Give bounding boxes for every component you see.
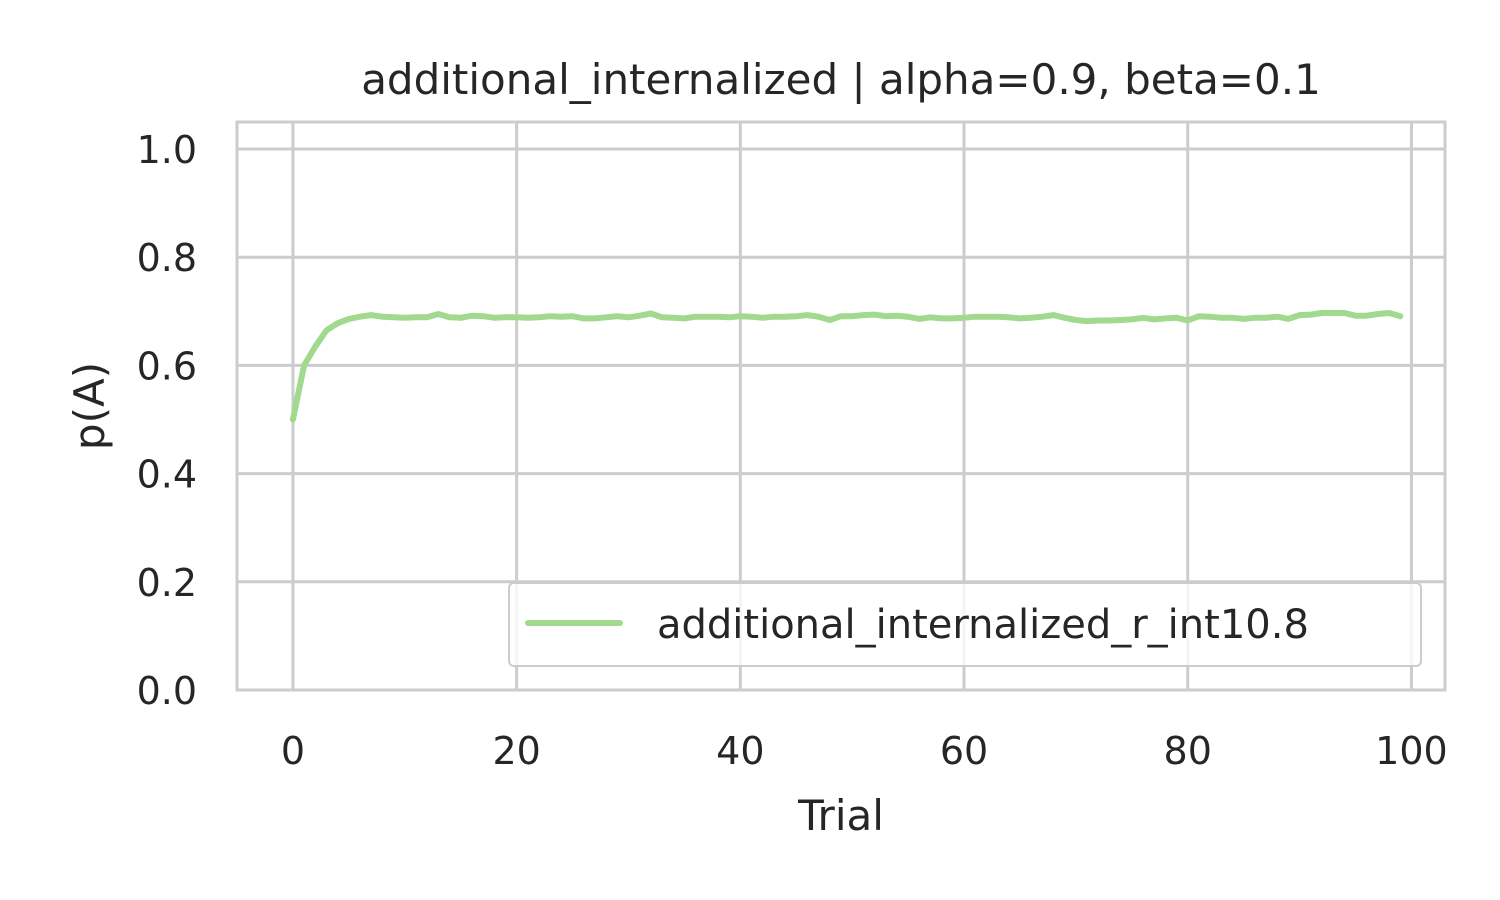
chart-title: additional_internalized | alpha=0.9, bet… (361, 55, 1321, 104)
legend: additional_internalized_r_int10.8 (508, 582, 1422, 667)
series-line (289, 310, 1404, 423)
x-tick-label: 100 (1375, 729, 1448, 773)
x-tick-label: 0 (281, 729, 305, 773)
y-tick-label: 1.0 (137, 128, 197, 172)
y-tick-label: 0.8 (137, 236, 197, 280)
y-tick-label: 0.0 (137, 669, 197, 713)
x-tick-label: 60 (940, 729, 988, 773)
legend-box (508, 582, 1422, 667)
y-tick-label: 0.2 (137, 561, 197, 605)
x-tick-label: 80 (1164, 729, 1212, 773)
x-tick-label: 20 (492, 729, 540, 773)
y-tick-label: 0.4 (137, 453, 197, 497)
x-axis-label: Trial (797, 791, 884, 840)
tick-labels: 0 20 40 60 80 100 0.0 0.2 0.4 0.6 0.8 1.0 (137, 128, 1448, 773)
y-axis-label: p(A) (65, 362, 114, 450)
series-layer (289, 310, 1404, 423)
plot-frame (235, 120, 1447, 692)
y-tick-label: 0.6 (137, 344, 197, 388)
x-tick-label: 40 (716, 729, 764, 773)
legend-entry-label: additional_internalized_r_int10.8 (657, 602, 1309, 648)
